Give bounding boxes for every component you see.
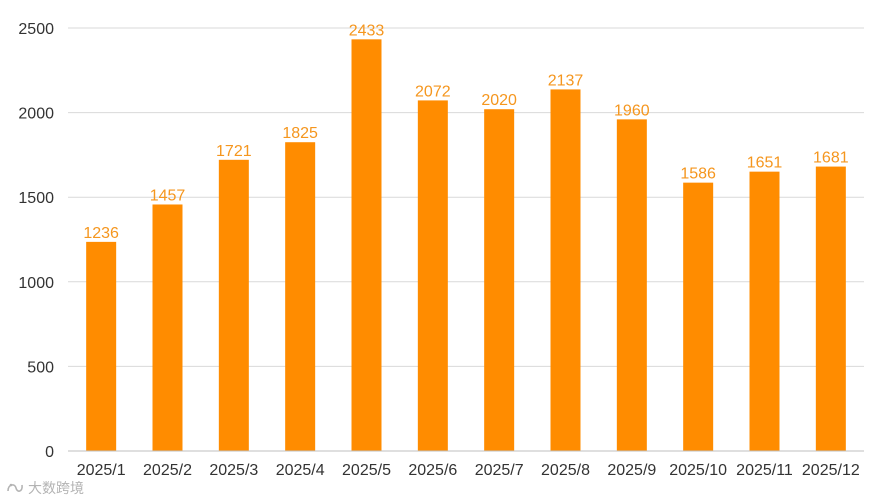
data-label: 2433 <box>349 22 385 39</box>
data-label: 1236 <box>83 225 119 242</box>
y-tick-label: 500 <box>27 359 54 376</box>
data-label: 1651 <box>747 155 783 172</box>
bar <box>484 109 515 451</box>
x-tick-label: 2025/1 <box>77 462 126 479</box>
data-label: 1457 <box>150 187 186 204</box>
x-tick-label: 2025/11 <box>736 462 793 479</box>
x-tick-label: 2025/9 <box>607 462 656 479</box>
bar <box>550 89 581 451</box>
bar <box>218 159 249 451</box>
bar <box>152 204 183 451</box>
y-tick-label: 0 <box>45 444 54 461</box>
y-tick-label: 2500 <box>18 21 54 38</box>
bar <box>285 142 316 451</box>
watermark-text: 大数跨境 <box>28 481 84 497</box>
watermark: 大数跨境 <box>6 478 84 498</box>
x-tick-label: 2025/12 <box>802 462 860 479</box>
x-tick-label: 2025/7 <box>475 462 524 479</box>
x-tick-label: 2025/2 <box>143 462 192 479</box>
y-axis-ticks: 0 500 1000 1500 2000 2500 <box>18 21 54 461</box>
bar <box>86 241 117 451</box>
data-label: 1960 <box>614 102 650 119</box>
bar <box>417 100 448 451</box>
bar <box>683 182 714 451</box>
y-tick-label: 1000 <box>18 275 54 292</box>
y-tick-label: 1500 <box>18 190 54 207</box>
x-tick-label: 2025/8 <box>541 462 590 479</box>
data-label: 1681 <box>813 150 849 167</box>
data-label: 2137 <box>548 72 584 89</box>
data-label: 1825 <box>282 125 318 142</box>
x-tick-label: 2025/10 <box>669 462 727 479</box>
data-label: 2020 <box>481 92 517 109</box>
bars <box>86 39 846 452</box>
data-label: 1586 <box>680 166 716 183</box>
bar <box>749 171 780 451</box>
x-tick-label: 2025/4 <box>276 462 325 479</box>
bar <box>815 166 846 451</box>
logo-icon <box>7 483 23 492</box>
x-axis-ticks: 2025/1 2025/2 2025/3 2025/4 2025/5 2025/6 2025… <box>77 462 860 479</box>
grid-lines <box>68 27 864 367</box>
x-tick-label: 2025/6 <box>408 462 457 479</box>
data-label: 1721 <box>216 143 252 160</box>
bar <box>616 119 647 452</box>
x-tick-label: 2025/3 <box>209 462 258 479</box>
x-tick-label: 2025/5 <box>342 462 391 479</box>
data-labels: 1236 1457 1721 1825 2433 2072 2020 2137 1960 1586… <box>83 22 848 242</box>
y-tick-label: 2000 <box>18 106 54 123</box>
data-label: 2072 <box>415 83 451 100</box>
bar <box>351 39 382 452</box>
